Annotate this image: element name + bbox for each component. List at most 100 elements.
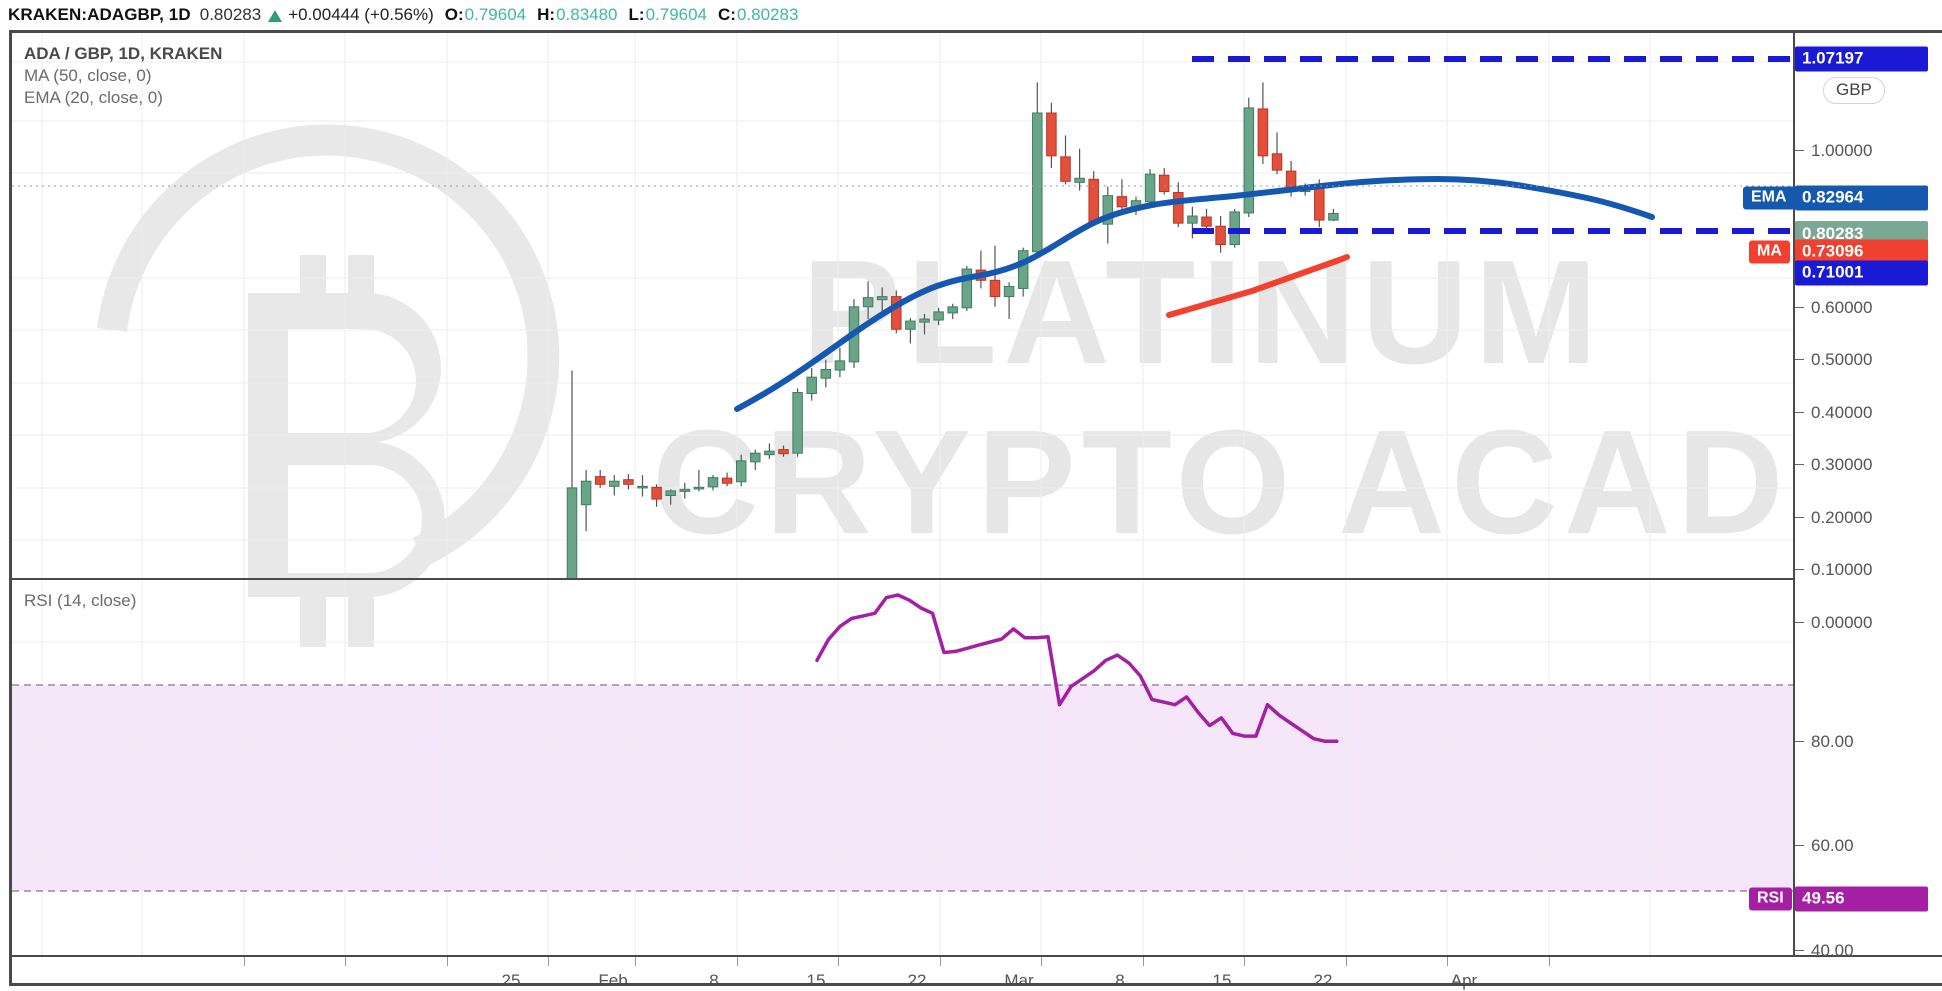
axis-tick-050: 0.50000: [1795, 350, 1872, 370]
time-tick-8: 22: [1313, 971, 1333, 990]
support-level-badge[interactable]: 0.71001: [1795, 260, 1928, 286]
ticker-bar: KRAKEN:ADAGBP, 1D 0.80283 +0.00444 (+0.5…: [0, 0, 1942, 30]
ema-tag[interactable]: EMA: [1743, 186, 1795, 210]
candle-body: [905, 320, 916, 330]
ticker-change: +0.00444 (+0.56%): [288, 5, 434, 24]
ohlc-close-label: C:: [718, 5, 736, 24]
ticker-last-price: 0.80283: [199, 5, 262, 24]
axis-tick-030: 0.30000: [1795, 455, 1872, 475]
rsi-line: [815, 593, 1339, 744]
candle-body: [919, 318, 930, 323]
ema-line: [734, 176, 1655, 412]
resistance-level-badge[interactable]: 1.07197: [1795, 46, 1928, 72]
candle-body: [1046, 112, 1057, 157]
candlestick-series: [566, 82, 1339, 578]
candle-body: [933, 311, 944, 321]
ohlc-low-label: L:: [628, 5, 645, 24]
chart-frame: PLATINUM CRYPTO ACADEMY: [9, 30, 1942, 990]
candle-body: [1116, 196, 1128, 208]
rsi-value-badge[interactable]: 49.56: [1795, 886, 1928, 912]
candle-body: [1314, 187, 1325, 221]
candle-body: [961, 268, 973, 309]
time-tick-1: Feb: [598, 971, 628, 990]
candle-body: [1017, 250, 1029, 289]
candle-body: [1074, 177, 1085, 183]
axis-tick-010: 0.10000: [1795, 560, 1872, 580]
candle-body: [693, 486, 705, 490]
ma-line: [1166, 254, 1350, 318]
last-price-value: 0.80283: [1802, 224, 1864, 243]
candle-body: [876, 296, 888, 301]
axis-tick-000: 0.00000: [1795, 613, 1872, 633]
rsi-tick-80: 80.00: [1795, 732, 1854, 752]
time-axis[interactable]: 25 Feb 8 15 22 Mar 8 15 22 Apr: [12, 957, 1942, 990]
axis-divider: [1793, 33, 1795, 955]
time-tick-4: 22: [907, 971, 927, 990]
ohlc-high-label: H:: [537, 5, 556, 24]
time-axis-divider: [12, 955, 1942, 957]
candle-body: [679, 488, 691, 492]
axis-tick-040: 0.40000: [1795, 403, 1872, 423]
rsi-tag[interactable]: RSI: [1749, 887, 1792, 911]
up-triangle-icon: [268, 10, 283, 22]
ma-value-badge[interactable]: 0.73096: [1795, 239, 1928, 265]
candle-body: [735, 460, 747, 483]
candle-body: [609, 480, 620, 487]
time-tick-9: Apr: [1450, 971, 1478, 990]
rsi-tick-40: 40.00: [1795, 941, 1854, 961]
candle-body: [580, 480, 592, 506]
candle-body: [1158, 174, 1170, 193]
candle-body: [1257, 108, 1269, 157]
ohlc-open-value: 0.79604: [464, 5, 527, 24]
ema-value-badge[interactable]: 0.82964: [1795, 185, 1928, 211]
candle-body: [637, 485, 648, 489]
candle-body: [1003, 285, 1015, 298]
currency-pill: GBP: [1823, 77, 1885, 104]
candle-body: [891, 296, 902, 330]
rsi-tick-60: 60.00: [1795, 836, 1854, 856]
candle-body: [1173, 192, 1184, 224]
candle-body: [834, 360, 846, 371]
ohlc-high-value: 0.83480: [556, 5, 618, 24]
price-plot[interactable]: [12, 33, 1793, 578]
candle-body: [1271, 153, 1283, 171]
candle-body: [947, 306, 958, 314]
ohlc-open-label: O:: [444, 5, 464, 24]
candle-body: [1328, 212, 1339, 221]
time-tick-3: 15: [806, 971, 826, 990]
time-tick-7: 15: [1212, 971, 1232, 990]
candle-body: [1201, 216, 1212, 227]
rsi-band: [12, 685, 1793, 891]
candle-body: [1102, 195, 1114, 225]
ma-tag[interactable]: MA: [1749, 240, 1790, 264]
candle-body: [1187, 215, 1198, 224]
time-tick-0: 25: [501, 971, 521, 990]
candle-body: [651, 486, 662, 500]
candle-body: [665, 490, 676, 497]
candle-body: [1144, 173, 1156, 203]
ticker-symbol[interactable]: KRAKEN:ADAGBP, 1D: [8, 5, 191, 24]
candle-body: [764, 450, 775, 456]
ohlc-low-value: 0.79604: [645, 5, 708, 24]
candle-body: [1243, 107, 1255, 214]
axis-tick-060: 0.60000: [1795, 298, 1872, 318]
rsi-plot[interactable]: [12, 581, 1793, 955]
pane-divider: [12, 578, 1942, 580]
candle-body: [792, 391, 803, 454]
ohlc-close-value: 0.80283: [736, 5, 799, 24]
price-axis[interactable]: GBP 1.10000 1.00000 0.90000 0.60000 0.50…: [1743, 33, 1942, 960]
candle-body: [566, 487, 578, 578]
candle-body: [594, 476, 606, 485]
axis-tick-020: 0.20000: [1795, 508, 1872, 528]
candle-body: [820, 369, 832, 379]
time-tick-2: 8: [709, 971, 719, 990]
candle-body: [862, 297, 874, 308]
price-chart-pane[interactable]: ADA / GBP, 1D, KRAKEN MA (50, close, 0) …: [12, 33, 1793, 578]
rsi-chart-pane[interactable]: RSI (14, close): [12, 581, 1793, 955]
candle-body: [721, 477, 733, 484]
time-tick-6: 8: [1115, 971, 1125, 990]
time-tick-5: Mar: [1004, 971, 1034, 990]
candle-body: [707, 477, 719, 488]
candle-body: [1060, 156, 1071, 182]
candle-body: [1215, 225, 1226, 246]
